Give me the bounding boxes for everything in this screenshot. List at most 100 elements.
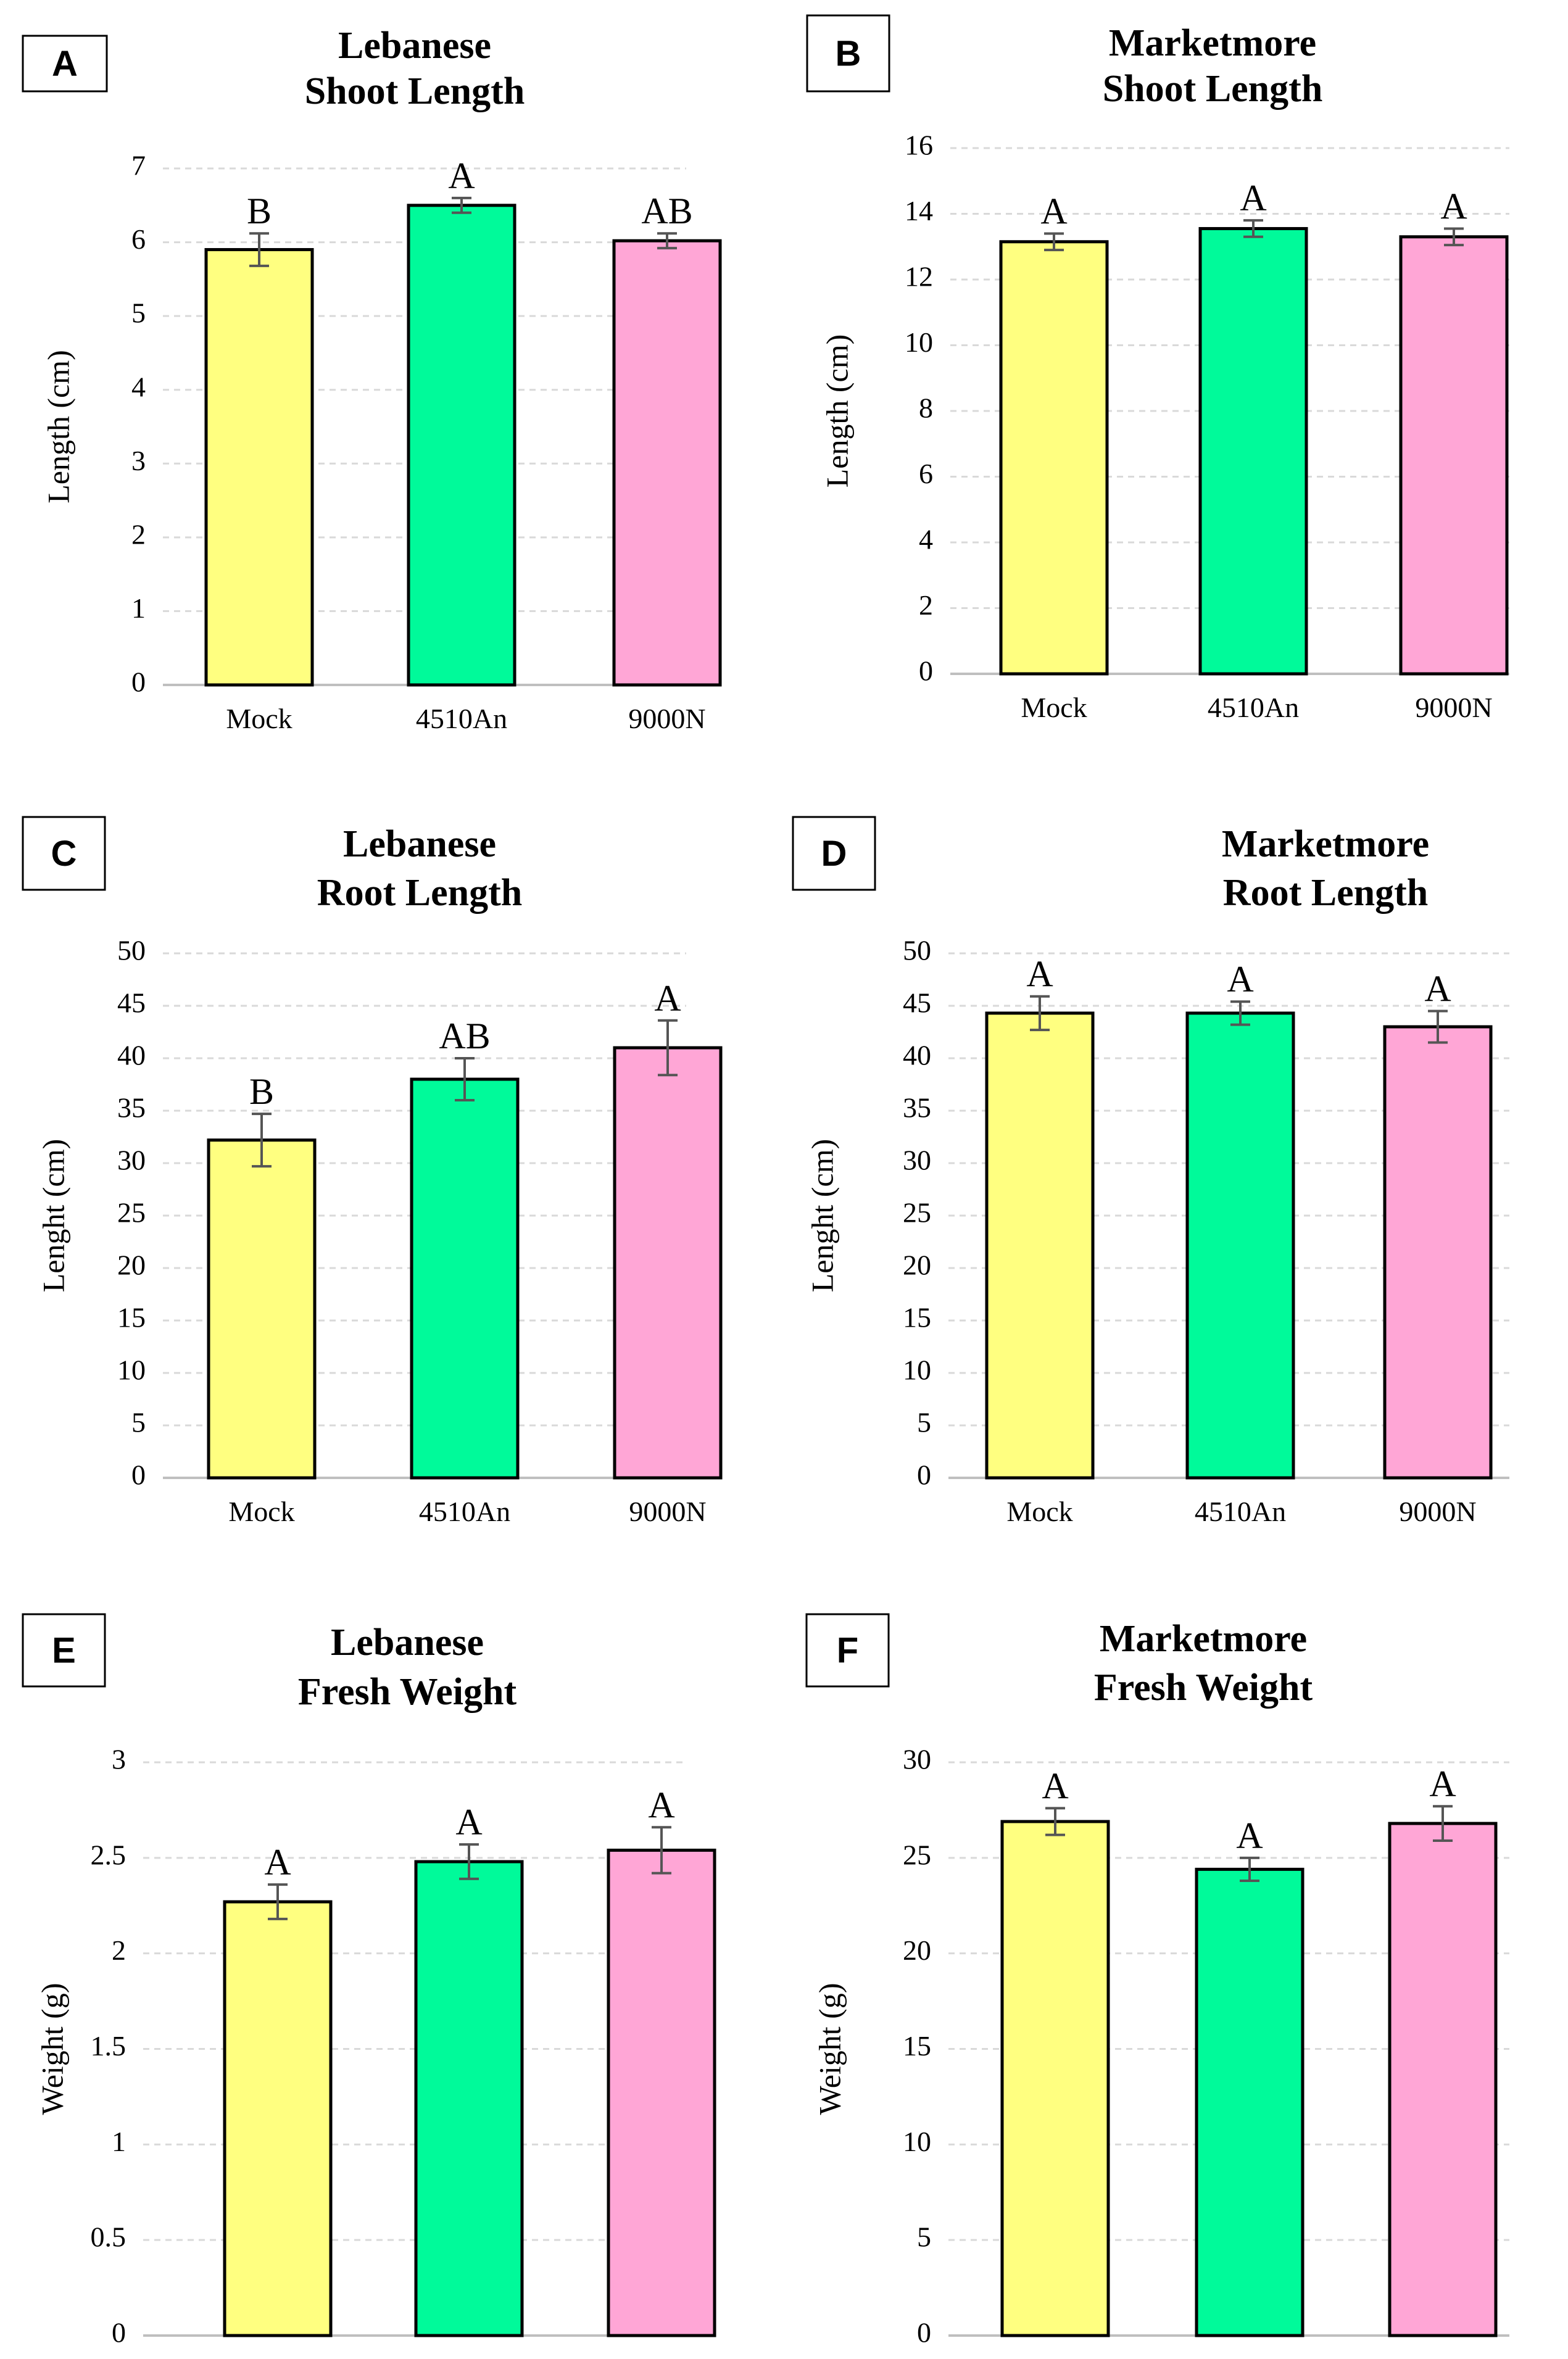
chart-title-line-2: Fresh Weight [298, 1671, 517, 1713]
panel-e: E Lebanese Fresh Weight 0 0.5 1 1.5 2 2.5 3 Weight… [22, 1613, 716, 2359]
x-tick-label-mock: Mock [1022, 2353, 1088, 2359]
panel-label: B [836, 34, 861, 74]
chart-title-line-1: Lebanese [343, 823, 496, 865]
significance-letter-mock: A [1026, 954, 1053, 995]
significance-letter-4510an: AB [439, 1016, 490, 1056]
y-tick-label: 30 [117, 1145, 146, 1176]
panel-f: F Marketmore Fresh Weight 0 5 10 15 20 25 30 Weigh… [805, 1613, 1509, 2359]
y-tick-label: 1.5 [91, 2030, 127, 2062]
y-tick-label: 45 [117, 987, 146, 1019]
panel-label: E [52, 1631, 76, 1671]
chart-title-line-2: Shoot Length [305, 70, 525, 112]
y-tick-label: 35 [117, 1092, 146, 1124]
bar-mock [1000, 1820, 1110, 2337]
significance-letter-4510an: A [1227, 959, 1253, 1000]
y-tick-label: 12 [905, 261, 933, 292]
y-tick-label: 16 [905, 130, 933, 161]
significance-letter-9000n: AB [641, 191, 692, 231]
panel-label: A [52, 44, 78, 84]
bar-4510an [410, 1077, 520, 1480]
y-tick-label: 15 [903, 1302, 931, 1333]
x-tick-label-4510an: 4510An [1204, 2353, 1295, 2359]
x-tick-label-mock: Mock [1006, 1496, 1072, 1527]
significance-letter-9000n: A [1424, 969, 1451, 1010]
y-tick-label: 7 [131, 150, 146, 181]
significance-letter-mock: A [1042, 1765, 1068, 1806]
x-tick-label-mock: Mock [244, 2353, 310, 2359]
y-tick-label: 2 [112, 1934, 126, 1966]
y-tick-label: 30 [903, 1145, 931, 1176]
y-tick-label: 0 [917, 1459, 931, 1491]
y-tick-label: 0.5 [91, 2221, 127, 2253]
y-tick-label: 50 [903, 935, 931, 966]
y-tick-label: 15 [903, 2030, 931, 2062]
significance-letter-9000n: A [654, 978, 681, 1019]
bar-4510an [407, 204, 516, 687]
y-tick-label: 40 [903, 1040, 931, 1071]
x-tick-label-9000n: 9000N [623, 2353, 700, 2359]
y-tick-label: 2.5 [91, 1839, 127, 1870]
panel-label-box [22, 816, 106, 891]
significance-letter-mock: B [249, 1071, 274, 1112]
y-tick-label: 1 [131, 592, 146, 624]
chart-title-line-2: Root Length [317, 872, 522, 914]
x-tick-label-4510an: 4510An [423, 2353, 515, 2359]
significance-letter-4510an: A [455, 1802, 482, 1843]
bar-4510an [1195, 1867, 1305, 2337]
panel-label-box [805, 1613, 890, 1688]
significance-letter-9000n: A [1429, 1764, 1456, 1804]
x-tick-label-4510an: 4510An [1208, 692, 1299, 723]
panel-label-box [806, 14, 890, 93]
y-tick-label: 6 [131, 223, 146, 255]
y-tick-label: 20 [903, 1934, 931, 1966]
y-tick-label: 30 [903, 1744, 931, 1775]
bar-mock [207, 1138, 317, 1480]
y-axis-label: Lenght (cm) [36, 1139, 70, 1293]
y-tick-label: 4 [919, 524, 933, 555]
chart-title-line-1: Marketmore [1109, 22, 1316, 64]
y-tick-label: 25 [903, 1839, 931, 1870]
bar-4510an [1198, 226, 1308, 676]
y-tick-label: 10 [905, 326, 933, 358]
y-tick-label: 10 [117, 1354, 146, 1386]
panel-label-box [22, 1613, 106, 1688]
bar-9000n [607, 1848, 716, 2337]
y-tick-label: 20 [117, 1250, 146, 1281]
y-tick-label: 3 [131, 445, 146, 476]
panel-label: D [821, 834, 847, 874]
y-tick-label: 3 [112, 1744, 126, 1775]
y-tick-label: 45 [903, 987, 931, 1019]
x-tick-label-mock: Mock [226, 703, 292, 734]
bar-9000n [1388, 1822, 1498, 2337]
chart-title-line-2: Fresh Weight [1094, 1667, 1313, 1709]
y-tick-label: 1 [112, 2126, 126, 2157]
bar-4510an [1185, 1011, 1295, 1480]
chart-title-line-2: Shoot Length [1103, 68, 1323, 110]
y-tick-label: 0 [112, 2317, 126, 2349]
y-tick-label: 5 [131, 297, 146, 329]
y-tick-label: 5 [917, 1407, 931, 1438]
y-tick-label: 10 [903, 1354, 931, 1386]
x-tick-label-9000n: 9000N [1404, 2353, 1481, 2359]
panel-label-box [792, 816, 876, 891]
x-tick-label-9000n: 9000N [1399, 1496, 1476, 1527]
bar-9000n [613, 1046, 723, 1480]
bar-mock [999, 240, 1109, 676]
y-tick-label: 25 [117, 1197, 146, 1229]
significance-letter-9000n: A [1440, 186, 1467, 226]
bar-4510an [414, 1860, 524, 2337]
chart-title-line-1: Lebanese [338, 25, 491, 67]
y-tick-label: 20 [903, 1250, 931, 1281]
y-axis-label: Weight (g) [35, 1983, 69, 2115]
chart-title-line-1: Marketmore [1222, 823, 1429, 865]
y-tick-label: 10 [903, 2126, 931, 2157]
significance-letter-mock: A [1040, 191, 1067, 231]
bar-mock [204, 248, 314, 687]
y-tick-label: 2 [919, 589, 933, 621]
bar-9000n [612, 239, 722, 687]
significance-letter-4510an: A [448, 155, 475, 196]
bar-9000n [1399, 235, 1509, 676]
y-axis-label: Length (cm) [41, 350, 75, 504]
